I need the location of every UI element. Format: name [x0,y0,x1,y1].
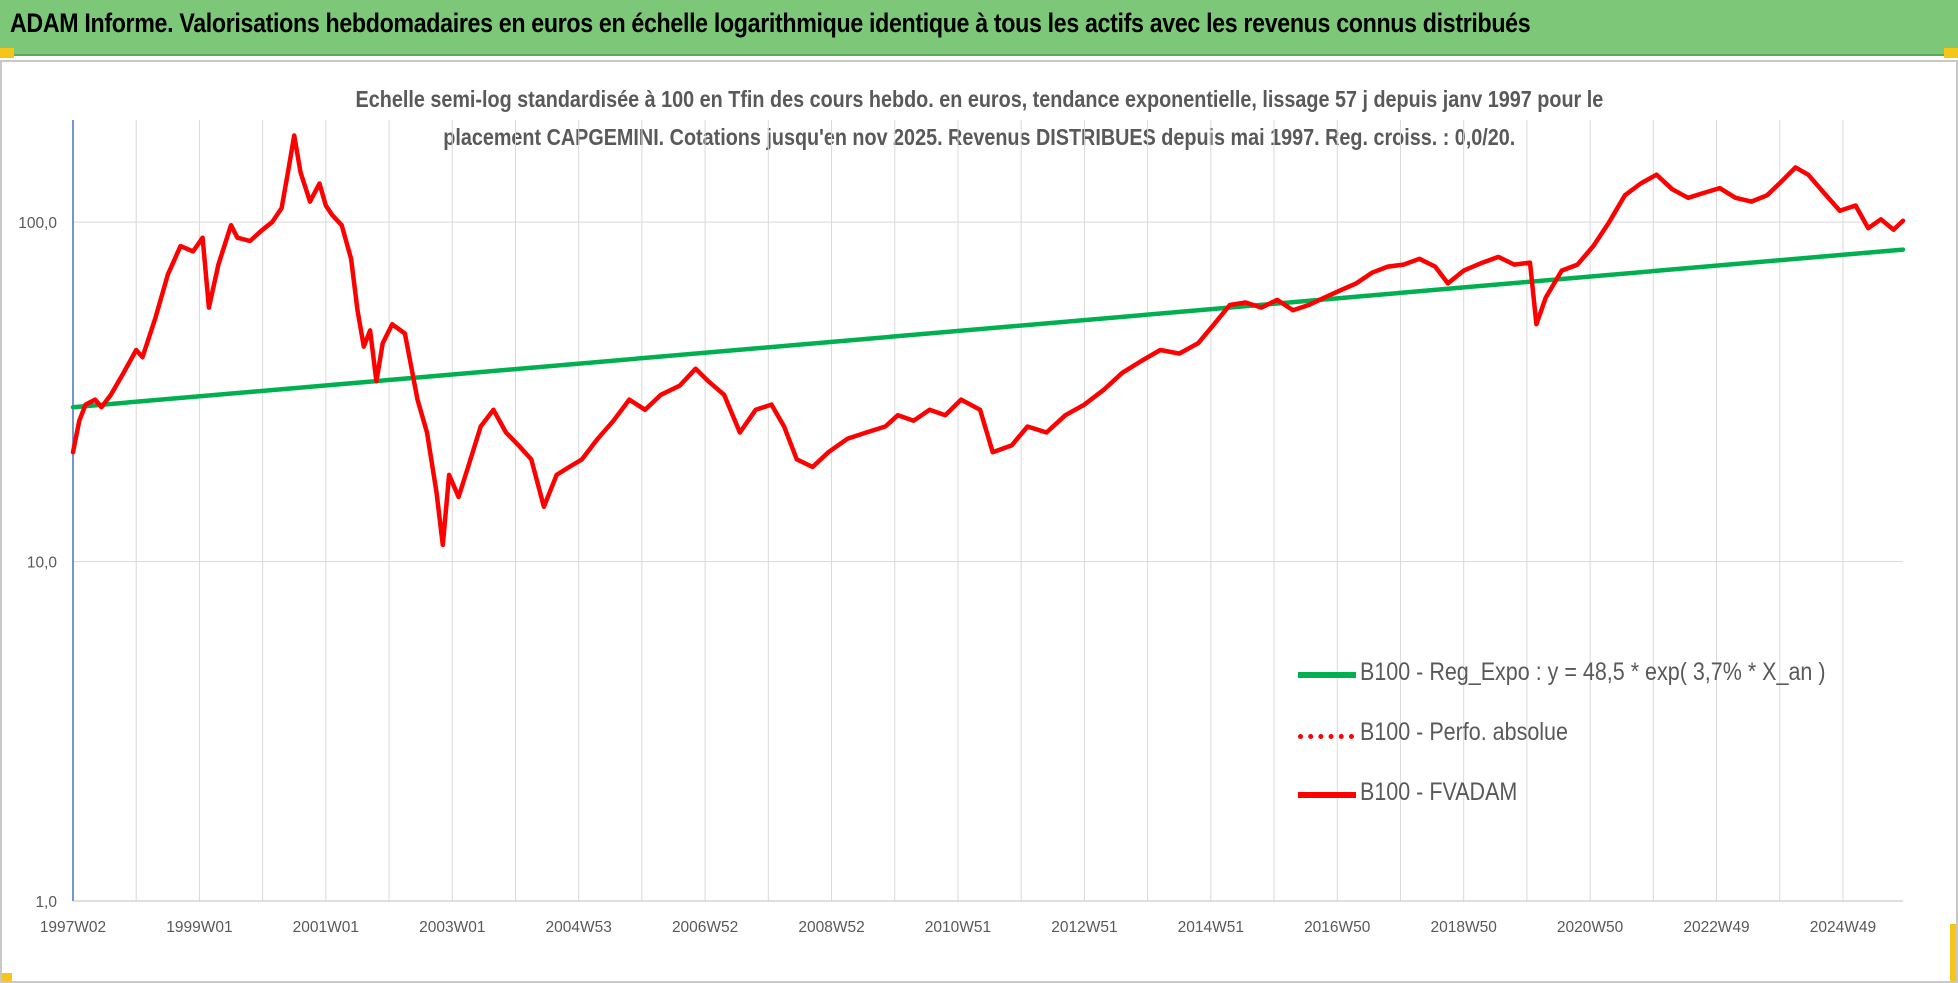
x-tick-label: 1997W02 [40,919,106,936]
corner-marker-bottom-left [0,973,12,983]
y-tick-label: 1,0 [35,894,57,911]
chart-frame [0,60,1958,983]
x-tick-label: 2022W49 [1683,919,1749,936]
title-banner: ADAM Informe. Valorisations hebdomadaire… [0,0,1958,56]
axes [72,120,1903,902]
legend-label: B100 - FVADAM [1360,778,1518,806]
chart-title-line-1: Echelle semi-log standardisée à 100 en T… [355,86,1603,112]
tick-labels: 1,0 10,0 100,0 1997W02 1999W01 2001W01 2003W01… [18,215,1876,936]
y-tick-label: 10,0 [27,555,58,572]
series-lines [70,133,1906,548]
x-tick-label: 2003W01 [419,919,485,936]
x-tick-label: 1999W01 [166,919,232,936]
legend-swatch-green-line [1298,672,1356,678]
fvadam-line [70,133,1906,548]
x-tick-label: 2014W51 [1178,919,1244,936]
regression-line [70,247,1906,410]
y-tick-label: 100,0 [18,215,57,232]
x-tick-label: 2006W52 [672,919,738,936]
banner-title: ADAM Informe. Valorisations hebdomadaire… [10,8,1531,38]
x-tick-label: 2018W50 [1430,919,1497,936]
x-tick-label: 2020W50 [1557,919,1624,936]
x-tick-label: 2024W49 [1810,919,1876,936]
corner-marker-bottom-right [1950,924,1958,983]
x-tick-label: 2008W52 [798,919,864,936]
x-tick-label: 2010W51 [925,919,991,936]
x-tick-label: 2012W51 [1051,919,1117,936]
legend-label: B100 - Perfo. absolue [1360,718,1568,746]
x-tick-label: 2016W50 [1304,919,1371,936]
legend-swatch-red-dotted [1298,734,1354,739]
x-tick-label: 2001W01 [293,919,359,936]
chart-title-line-2: placement CAPGEMINI. Cotations jusqu'en … [442,124,1516,150]
legend-swatch-red-line [1298,792,1356,798]
x-tick-label: 2004W53 [546,919,612,936]
corner-marker-top-right [1944,48,1958,58]
gridlines [72,120,1903,902]
corner-marker-top-left [0,48,14,58]
legend-label: B100 - Reg_Expo : y = 48,5 * exp( 3,7% *… [1360,658,1826,686]
